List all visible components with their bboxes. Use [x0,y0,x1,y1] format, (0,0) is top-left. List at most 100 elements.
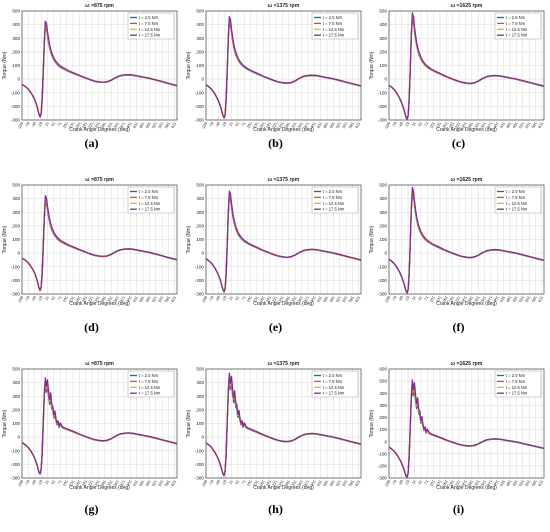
x-tick-label: 41 [50,121,56,127]
legend-label: τ = 7.5 Nm [323,195,343,200]
x-tick-label: 521 [518,479,526,487]
chart-title: ω =1375 rpm [268,361,300,367]
y-tick-label: -300 [378,476,388,481]
y-tick-label: 300 [379,403,387,408]
x-tick-label: 371 [303,479,311,487]
chart-panel-f: -300 -200 -100 0 100 200 300 400 500 -109 -79 -49 -1… [367,174,550,317]
x-tick-label: 611 [537,479,544,487]
x-tick-label: 251 [277,121,285,129]
legend-label: τ = 7.5 Nm [323,379,343,384]
x-tick-label: -19 [403,479,410,486]
x-tick-label: 221 [271,479,279,487]
x-tick-label: 41 [417,479,423,485]
y-tick-label: 100 [196,63,204,68]
y-axis-label: Torque (Nm) [186,225,192,253]
x-tick-label: 191 [264,479,272,487]
x-tick-label: -109 [383,479,391,488]
x-tick-label: 11 [410,121,416,127]
chart-title: ω =875 rpm [85,361,114,367]
x-tick-label: 71 [56,479,62,485]
x-tick-label: 521 [335,479,343,487]
y-tick-label: 400 [196,196,204,201]
panel-caption: (b) [268,136,283,150]
x-tick-label: 461 [138,295,146,303]
y-tick-label: 0 [384,251,387,256]
x-tick-label: -79 [24,479,31,486]
y-tick-label: 500 [196,367,204,372]
x-tick-label: 281 [100,295,108,303]
x-tick-label: 371 [119,479,127,487]
y-axis-label: Torque (Nm) [2,225,8,253]
panel-caption: (e) [268,320,283,334]
x-tick-label: 221 [87,121,95,129]
legend-label: τ = 7.5 Nm [323,21,343,26]
legend-label: τ = 2.5 Nm [139,15,159,20]
y-tick-label: 400 [379,22,387,27]
x-tick-label: 341 [296,121,304,129]
x-tick-label: 251 [460,295,468,303]
y-tick-label: 500 [379,9,387,14]
x-tick-label: -49 [30,121,37,128]
line-chart-b: -300 -200 -100 0 100 200 300 400 500 -109 -79 -49 -1… [186,3,362,133]
legend-label: τ = 12.5 Nm [323,385,345,390]
x-tick-label: -19 [36,479,43,486]
x-tick-label: 101 [61,295,69,303]
x-tick-label: 581 [163,295,171,303]
y-tick-label: -100 [195,90,205,95]
y-tick-label: 300 [379,36,387,41]
legend-label: τ = 2.5 Nm [506,189,526,194]
panel-caption: (f) [452,320,465,334]
x-tick-label: -19 [220,295,227,302]
legend-label: τ = 2.5 Nm [139,373,159,378]
x-tick-label: 491 [328,479,336,487]
x-tick-label: 281 [284,295,292,303]
x-tick-label: 221 [454,295,462,303]
y-tick-label: 0 [201,77,204,82]
x-tick-label: 71 [423,121,429,127]
x-axis-label: Crank Angle Degrees (deg) [253,127,314,133]
legend-label: τ = 12.5 Nm [139,201,161,206]
x-tick-label: 311 [473,479,480,487]
x-tick-label: 11 [410,479,416,485]
x-tick-label: 371 [119,295,127,303]
x-tick-label: 431 [131,121,139,129]
legend-label: τ = 2.5 Nm [506,15,526,20]
x-tick-label: 521 [335,295,343,303]
x-tick-label: 101 [245,479,253,487]
axes-box [21,10,178,121]
x-axis-label: Crank Angle Degrees (deg) [253,301,314,307]
x-tick-label: 401 [125,295,133,303]
y-tick-label: -200 [11,278,21,283]
series-line-4 [388,186,545,294]
y-tick-label: 100 [379,63,387,68]
x-tick-label: 71 [423,479,429,485]
y-tick-label: -200 [11,462,21,467]
y-tick-label: -300 [195,118,205,123]
x-tick-label: 251 [277,479,285,487]
x-tick-label: 101 [245,295,253,303]
y-tick-label: 600 [379,367,387,372]
x-tick-label: -49 [30,295,37,302]
x-tick-label: 491 [511,295,519,303]
x-tick-label: 161 [441,295,449,303]
x-tick-label: 191 [264,295,272,303]
x-tick-label: 461 [322,295,330,303]
x-tick-label: 191 [447,479,455,487]
chart-panel-b: -300 -200 -100 0 100 200 300 400 500 -109 -79 -49 -1… [184,0,367,143]
y-tick-label: 0 [384,77,387,82]
legend: τ = 2.5 Nmτ = 7.5 Nmτ = 12.5 Nmτ = 17.5 … [494,186,542,214]
y-tick-label: -300 [195,292,205,297]
x-tick-label: 371 [486,121,494,129]
x-tick-label: 71 [423,295,429,301]
x-tick-label: 11 [227,479,233,485]
y-axis-label: Torque (Nm) [2,51,8,79]
x-tick-label: 521 [335,121,343,129]
x-tick-label: 551 [524,479,532,487]
x-tick-label: 101 [245,121,253,129]
legend-label: τ = 7.5 Nm [506,21,526,26]
y-tick-label: -100 [11,264,21,269]
panel-caption: (d) [84,320,99,334]
legend-label: τ = 7.5 Nm [139,379,159,384]
x-tick-label: 341 [479,121,487,129]
x-tick-label: 191 [80,479,88,487]
